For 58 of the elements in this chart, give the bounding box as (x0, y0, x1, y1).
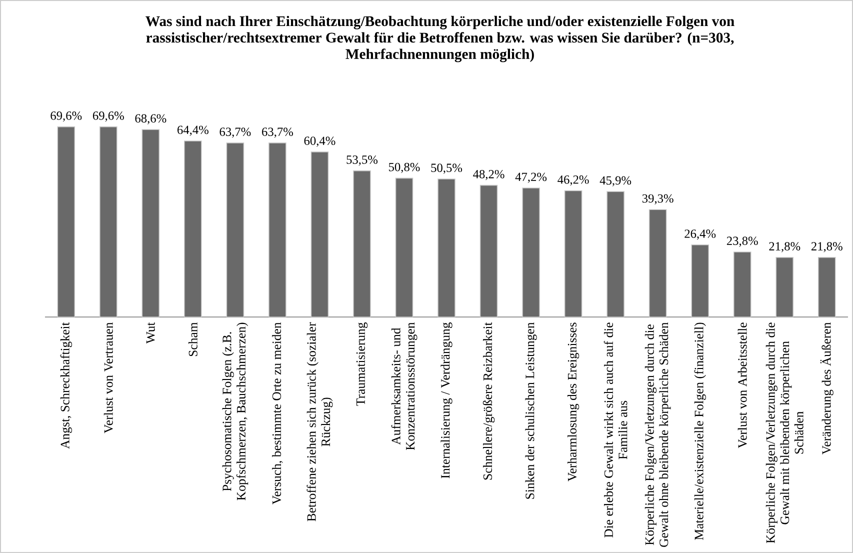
x-tick-label: Psychosomatische Folgen (z.B. Kopfschmerzen, Bauchschmerzen) (222, 322, 248, 500)
bar (268, 142, 286, 318)
x-tick-label: Schnellere/größere Reizbarkeit (482, 322, 495, 480)
bar (564, 190, 582, 318)
data-label: 21,8% (811, 242, 842, 252)
x-tick-label: Veränderung des Äußeren (820, 322, 834, 454)
data-label: 47,2% (515, 172, 547, 183)
bar (648, 209, 667, 318)
x-tick-label: Materielle/existenzielle Folgen (finanziell) (694, 322, 706, 540)
x-tick-label: Verlust von Vertrauen (104, 322, 113, 434)
x-tick-label: Scham (188, 322, 198, 356)
x-tick-label: Verharmlosung des Ereignisses (568, 322, 580, 482)
bar (226, 142, 244, 318)
data-label: 53,5% (346, 155, 378, 166)
bar (480, 184, 498, 318)
x-tick-label: Wut (146, 322, 155, 344)
bar (353, 170, 371, 318)
x-tick-label: Betroffene ziehen sich zurück (sozialer Rückzug) (306, 322, 333, 522)
data-label: 39,3% (642, 194, 674, 204)
x-tick-label: Angst, Schreckhaftigkeit (60, 322, 72, 449)
data-label: 45,9% (600, 176, 632, 186)
data-label: 48,2% (473, 170, 504, 180)
data-label: 69,6% (92, 111, 124, 122)
data-label: 23,8% (726, 236, 758, 247)
data-label: 68,6% (135, 114, 166, 124)
data-label: 69,6% (50, 111, 82, 122)
data-label: 21,8% (769, 242, 800, 252)
bar (142, 129, 160, 318)
bar (522, 188, 540, 318)
data-label: 46,2% (558, 175, 589, 186)
x-tick-label: Sinken der schulischen Leistungen (525, 322, 537, 499)
bar (310, 152, 329, 318)
chart-title: Was sind nach Ihrer Einschätzung/Beobachtung körperliche und/oder existenzielle Folgen von rassistischer/rechtsextremer Gewalt für die Betroffenen bzw. was wissen Sie darüber? (n=303, Mehrfachnennungen möglich) (146, 16, 734, 62)
x-tick-label: Aufmerksamkeits- und Konzentrationsstörungen (391, 322, 418, 450)
x-tick-label: Traumatisierung (356, 322, 368, 406)
bar (733, 252, 752, 318)
bar (395, 178, 414, 318)
x-tick-label: Internalisierung / Verdrängung (440, 322, 452, 478)
data-label: 63,7% (262, 128, 293, 138)
x-tick-label: Verlust von Arbeitsstelle (738, 322, 747, 448)
x-tick-label: Körperliche Folgen/Verletzungen durch die Gewalt mit bleibenden körperlichen Schäden (766, 322, 804, 544)
bar (184, 140, 202, 318)
bar (691, 244, 709, 318)
data-label: 26,4% (684, 230, 716, 240)
bar (776, 257, 794, 318)
x-tick-label: Die erlebte Gewalt wirkt sich auch auf die Familie aus (604, 322, 628, 538)
bar (438, 178, 456, 318)
x-tick-label: Körperliche Folgen/Verletzungen durch die Gewalt ohne bleibende körperliche Schäden (644, 322, 671, 547)
bar (99, 126, 118, 318)
bar (606, 191, 624, 318)
data-label: 50,8% (389, 162, 420, 173)
x-tick-label: Versuch, bestimmte Orte zu meiden (272, 322, 283, 504)
bar (57, 126, 76, 318)
data-label: 60,4% (304, 136, 336, 147)
data-label: 63,7% (220, 128, 251, 138)
bar (818, 257, 836, 318)
data-label: 64,4% (178, 126, 208, 136)
data-label: 50,5% (431, 164, 462, 174)
